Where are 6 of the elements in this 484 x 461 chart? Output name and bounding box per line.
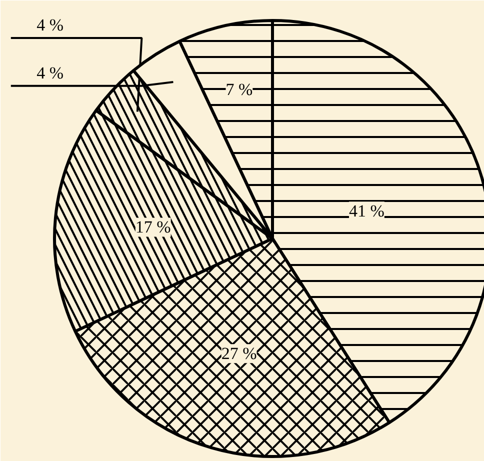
data-label: 7 % — [226, 80, 253, 100]
data-label: 4 % — [36, 15, 64, 34]
data-label: 41 % — [349, 202, 384, 221]
data-label: 27 % — [221, 344, 257, 364]
data-label: 17 % — [135, 218, 171, 237]
data-label: 4 % — [36, 63, 64, 82]
